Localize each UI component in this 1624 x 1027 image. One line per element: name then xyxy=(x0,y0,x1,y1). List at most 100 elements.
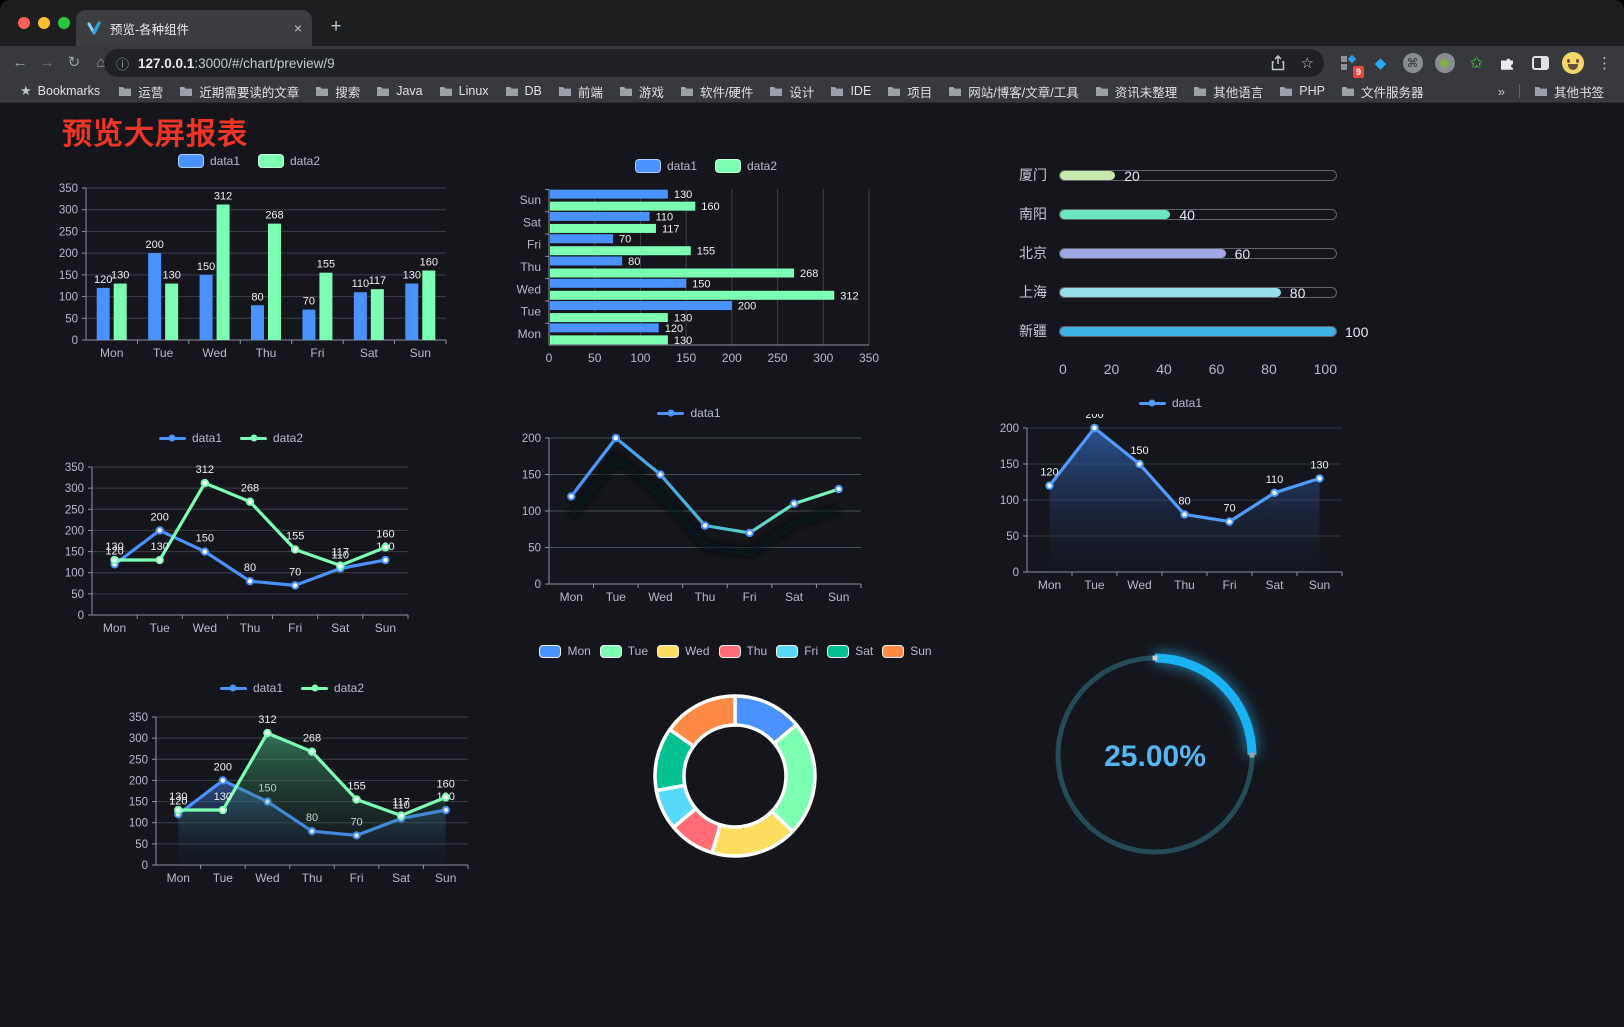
progress-row-北京[interactable]: 北京 60 xyxy=(993,245,1365,262)
minimize-window-button[interactable] xyxy=(38,17,50,29)
reload-icon[interactable]: ↻ xyxy=(67,54,81,71)
chart-canvas[interactable]: 0 50 100 150 200 Mon Tue Wed Thu Fri Sat Sun 120 200 1… xyxy=(983,414,1358,602)
legend-item-data1[interactable]: data1 xyxy=(634,159,697,173)
chart-canvas[interactable]: 0 50 100 150 200 250 300 350 Mon Tue Wed Thu Fri Sat S… xyxy=(42,453,420,643)
profile-avatar[interactable] xyxy=(1561,52,1584,75)
bookmarks-label: Bookmarks xyxy=(37,84,101,98)
svg-text:Fri: Fri xyxy=(527,238,541,252)
bookmark-folder[interactable]: 近期需要读的文章 xyxy=(171,81,307,101)
chart-line-gradient[interactable]: data1 0 50 100 150 200 Mon Tue Wed Thu Fri Sat Sun xyxy=(503,400,875,612)
bookmark-folder[interactable]: 资讯未整理 xyxy=(1087,81,1186,101)
chart-canvas[interactable] xyxy=(553,666,918,903)
svg-text:268: 268 xyxy=(241,483,259,495)
chart-line-area-two[interactable]: data1 data2 0 50 100 150 200 250 300 350 Mon Tue Wed… xyxy=(106,675,478,893)
legend-item-Mon[interactable]: Mon xyxy=(539,644,591,658)
progress-fill xyxy=(1060,326,1336,336)
progress-row-厦门[interactable]: 厦门 20 xyxy=(993,167,1365,184)
legend-item-Fri[interactable]: Fri xyxy=(776,644,818,658)
progress-label: 新疆 xyxy=(1019,323,1047,339)
progress-track: 60 xyxy=(1059,246,1337,262)
legend-item-Tue[interactable]: Tue xyxy=(599,644,648,658)
legend-item-data2[interactable]: data2 xyxy=(301,681,364,695)
bookmark-folder[interactable]: PHP xyxy=(1271,81,1333,101)
legend-item-data2[interactable]: data2 xyxy=(258,154,320,168)
side-panel-icon[interactable] xyxy=(1529,52,1552,75)
svg-text:Sun: Sun xyxy=(375,621,396,635)
share-icon[interactable] xyxy=(1271,55,1285,71)
extensions-puzzle-icon[interactable] xyxy=(1497,52,1520,75)
new-tab-button[interactable]: + xyxy=(330,16,342,37)
legend-item-Sat[interactable]: Sat xyxy=(827,644,873,658)
bookmark-folder[interactable]: 游戏 xyxy=(611,81,672,101)
bookmark-folder[interactable]: 运营 xyxy=(110,81,171,101)
extension-gem-icon[interactable]: ◆ xyxy=(1374,55,1387,72)
extension-grid-icon[interactable]: 9 xyxy=(1337,52,1364,78)
extension-cmd-icon[interactable]: ⌘ xyxy=(1401,52,1424,75)
svg-text:110: 110 xyxy=(1266,474,1284,486)
svg-text:80: 80 xyxy=(251,291,263,303)
chart-bar-grouped[interactable]: data1 data2 0 50 100 150 200 250 300 350 Mon 120 130… xyxy=(38,148,460,370)
bookmark-folder[interactable]: IDE xyxy=(822,81,879,101)
progress-row-新疆[interactable]: 新疆 100 xyxy=(993,323,1368,340)
forward-icon[interactable]: → xyxy=(39,54,55,71)
bookmark-folder[interactable]: 网站/博客/文章/工具 xyxy=(940,81,1086,101)
svg-text:Sat: Sat xyxy=(360,346,379,360)
bookmark-folder[interactable]: 设计 xyxy=(761,81,822,101)
chart-canvas[interactable]: 25.00% xyxy=(1037,643,1273,878)
svg-text:Sun: Sun xyxy=(1309,578,1330,592)
home-icon[interactable]: ⌂ xyxy=(96,54,106,71)
tab-close-icon[interactable]: × xyxy=(293,20,302,36)
chart-gauge-progress[interactable]: 25.00% xyxy=(1037,643,1273,878)
progress-row-南阳[interactable]: 南阳 40 xyxy=(993,206,1365,223)
progress-row-上海[interactable]: 上海 80 xyxy=(993,284,1365,301)
bookmark-folder[interactable]: Java xyxy=(368,81,430,101)
bookmarks-manager-item[interactable]: ★ Bookmarks xyxy=(12,81,108,101)
extension-star-icon[interactable]: ✩ xyxy=(1469,55,1484,72)
legend-item-data1[interactable]: data1 xyxy=(1138,396,1202,410)
legend-label: data1 xyxy=(252,681,283,695)
legend-item-data1[interactable]: data1 xyxy=(219,681,283,695)
legend-item-data2[interactable]: data2 xyxy=(715,159,777,173)
legend-item-data1[interactable]: data1 xyxy=(657,406,721,420)
chart-progress-bars[interactable]: 厦门 20 南阳 40 北京 60 上海 80 新疆 100 0 20 40 60 80 100 xyxy=(993,155,1368,390)
legend-item-data1[interactable]: data1 xyxy=(158,431,222,445)
browser-menu-icon[interactable]: ⋮ xyxy=(1597,55,1612,72)
bookmark-folder[interactable]: 其他语言 xyxy=(1185,81,1271,101)
close-window-button[interactable] xyxy=(18,17,30,29)
bookmark-folder[interactable]: 文件服务器 xyxy=(1333,81,1432,101)
chart-bar-horizontal[interactable]: data1 data2 0 50 100 150 200 250 300 350 Mon 120 130… xyxy=(505,153,907,373)
legend-item-Sun[interactable]: Sun xyxy=(882,644,932,658)
zoom-window-button[interactable] xyxy=(58,17,70,29)
extension-record-icon[interactable] xyxy=(1433,52,1456,75)
bookmarks-star-icon: ★ xyxy=(20,83,32,98)
browser-tab[interactable]: 预览-各种组件 × xyxy=(76,10,312,46)
chart-line-two-series[interactable]: data1 data2 0 50 100 150 200 250 300 350 Mon Tue Wed… xyxy=(42,425,420,643)
svg-text:120: 120 xyxy=(169,795,187,807)
chart-canvas[interactable]: 0 50 100 150 200 Mon Tue Wed Thu Fri Sat Sun xyxy=(503,426,875,612)
bookmarks-overflow-icon[interactable]: » xyxy=(1497,83,1505,99)
svg-text:110: 110 xyxy=(332,549,350,561)
other-bookmarks-folder[interactable]: 其他书签 xyxy=(1526,81,1612,101)
bookmark-star-icon[interactable]: ☆ xyxy=(1300,55,1314,72)
chart-canvas[interactable]: 0 50 100 150 200 250 300 350 Mon Tue Wed Thu Fri Sat S… xyxy=(106,705,478,893)
address-bar[interactable]: ⓘ 127.0.0.1:3000/#/chart/preview/9 ☆ xyxy=(104,49,1324,77)
site-info-icon[interactable]: ⓘ xyxy=(116,56,130,72)
legend-item-Wed[interactable]: Wed xyxy=(657,644,710,658)
bookmark-folder[interactable]: 软件/硬件 xyxy=(672,81,761,101)
bookmark-folder[interactable]: DB xyxy=(497,81,550,101)
back-icon[interactable]: ← xyxy=(12,54,28,71)
bookmark-folder[interactable]: Linux xyxy=(431,81,497,101)
chart-canvas[interactable]: 050100150200250300350Mon120130Tue200130W… xyxy=(38,176,460,370)
legend-item-data1[interactable]: data1 xyxy=(177,154,240,168)
folder-icon xyxy=(831,87,844,96)
bookmark-folder[interactable]: 前端 xyxy=(550,81,611,101)
legend-item-Thu[interactable]: Thu xyxy=(718,644,767,658)
chart-area-single[interactable]: data1 0 50 100 150 200 Mon Tue Wed Thu Fri Sat Sun 12… xyxy=(983,390,1358,602)
chart-doughnut[interactable]: Mon Tue Wed Thu Fri Sat Sun xyxy=(539,638,932,903)
svg-text:0: 0 xyxy=(142,860,148,872)
legend-item-data2[interactable]: data2 xyxy=(240,431,303,445)
bookmark-folder[interactable]: 项目 xyxy=(879,81,940,101)
bookmark-folder[interactable]: 搜索 xyxy=(307,81,368,101)
